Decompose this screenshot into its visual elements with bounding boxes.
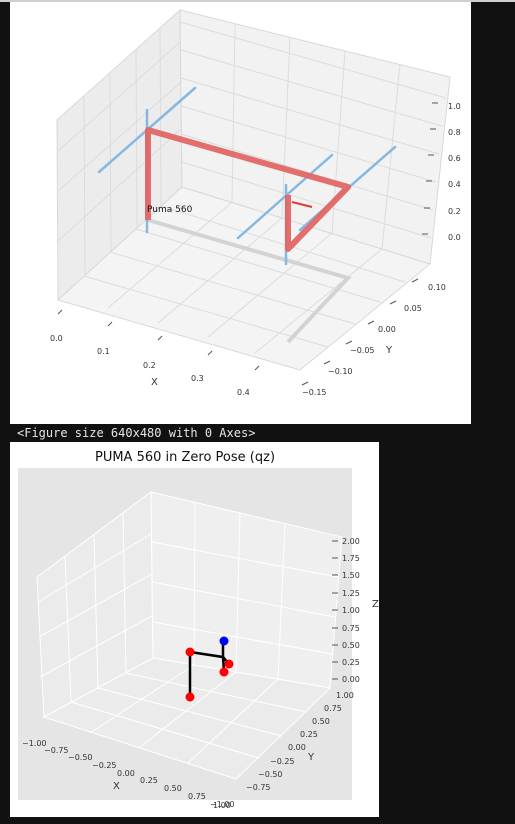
- x-axis-label: X: [151, 377, 158, 388]
- floor-pane: [57, 186, 432, 371]
- y-tick-2: −0.05: [350, 346, 375, 355]
- z-tick-1: 0.25: [342, 658, 360, 667]
- y-tick-2: −0.50: [258, 770, 283, 779]
- x-tick-2: 0.2: [143, 361, 156, 370]
- z-axis-label: Z: [372, 599, 379, 610]
- end-effector: [219, 636, 229, 646]
- z-tick-5: 1.0: [448, 102, 461, 111]
- x-tick-2: −0.50: [68, 753, 93, 762]
- joint-elbow: [224, 659, 234, 669]
- output-caption: <Figure size 640x480 with 0 Axes>: [17, 426, 256, 440]
- y-tick-8: 1.00: [336, 691, 354, 700]
- plot-title: PUMA 560 in Zero Pose (qz): [95, 450, 275, 465]
- y-tick-5: 0.10: [428, 283, 446, 292]
- x-tick-0: 0.0: [50, 334, 63, 343]
- joint-shoulder: [185, 647, 195, 657]
- z-tick-0: 0.00: [342, 675, 360, 684]
- x-tick-8: 1.00: [213, 801, 231, 810]
- zero-pose-3d-plot: PUMA 560 in Zero Pose (qz) 0.00 0.25 0.5…: [10, 442, 379, 817]
- x-tick-1: −0.75: [44, 746, 69, 755]
- top-border: [0, 0, 515, 2]
- robot-label: Puma 560: [147, 205, 193, 215]
- z-tick-5: 1.25: [342, 589, 360, 598]
- y-tick-4: 0.05: [404, 304, 422, 313]
- puma-3d-plot: Puma 560 0.0 0.2 0.4 0.6 0.8 1.0 −0.15 −…: [10, 2, 471, 424]
- x-tick-6: 0.50: [164, 784, 182, 793]
- z-tick-4: 1.00: [342, 606, 360, 615]
- z-tick-7: 1.75: [342, 554, 360, 563]
- y-tick-0: −1.00: [210, 800, 235, 809]
- x-tick-7: 0.75: [188, 792, 206, 801]
- z-tick-4: 0.8: [448, 128, 461, 137]
- y-tick-1: −0.10: [328, 367, 353, 376]
- x-tick-3: −0.25: [92, 761, 117, 770]
- z-tick-8: 2.00: [342, 537, 360, 546]
- y-tick-0: −0.15: [302, 388, 327, 397]
- z-tick-1: 0.2: [448, 207, 461, 216]
- z-tick-3: 0.75: [342, 624, 360, 633]
- robot-links: [145, 127, 351, 252]
- robot-shadow: [147, 218, 352, 344]
- x-tick-5: 0.25: [140, 776, 158, 785]
- x-tick-4: 0.4: [237, 388, 250, 397]
- tool-axis: [291, 201, 313, 208]
- y-tick-7: 0.75: [324, 704, 342, 713]
- z-tick-6: 1.50: [342, 571, 360, 580]
- y-tick-5: 0.25: [300, 730, 318, 739]
- z-tick-0: 0.0: [448, 233, 461, 242]
- y-tick-6: 0.50: [312, 717, 330, 726]
- x-axis-label: X: [113, 781, 120, 792]
- y-tick-3: −0.25: [270, 757, 295, 766]
- x-tick-4: 0.00: [117, 769, 135, 778]
- z-tick-2: 0.50: [342, 641, 360, 650]
- y-axis-label: Y: [307, 752, 315, 763]
- y-tick-3: 0.00: [378, 325, 396, 334]
- joint-base: [185, 692, 195, 702]
- z-tick-3: 0.6: [448, 154, 461, 163]
- x-tick-1: 0.1: [97, 347, 110, 356]
- y-tick-4: 0.00: [288, 743, 306, 752]
- joint-wrist: [219, 667, 229, 677]
- z-tick-2: 0.4: [448, 180, 461, 189]
- floor-pane: [42, 657, 332, 780]
- x-tick-0: −1.00: [22, 739, 47, 748]
- x-tick-3: 0.3: [191, 374, 204, 383]
- y-axis-label: Y: [385, 345, 393, 356]
- y-tick-1: −0.75: [246, 783, 271, 792]
